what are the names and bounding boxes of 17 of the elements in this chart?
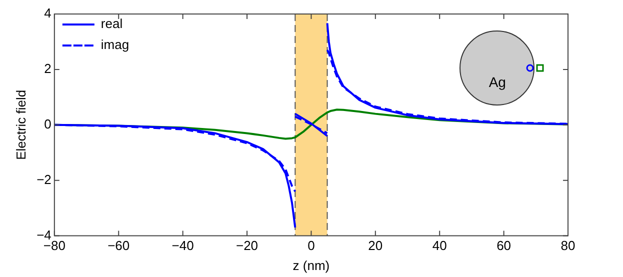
legend-label: real: [100, 16, 123, 32]
x-tick-label: −20: [236, 238, 258, 254]
x-tick-label: 20: [368, 238, 383, 254]
x-tick-label: 0: [308, 238, 315, 254]
x-axis-title: z (nm): [292, 258, 330, 273]
y-axis-title: Electric field: [13, 90, 28, 160]
x-tick-label: 60: [496, 238, 512, 254]
x-tick-label: 80: [560, 238, 576, 254]
y-tick-label: 0: [44, 116, 52, 132]
y-tick-label: 4: [44, 6, 52, 21]
x-tick-label: −60: [108, 238, 130, 254]
x-tick-label: 40: [432, 238, 447, 254]
y-tick-label: −2: [36, 172, 52, 187]
legend-label: imag: [100, 37, 130, 52]
x-tick-label: −40: [172, 238, 194, 254]
y-tick-label: 2: [44, 61, 52, 76]
annotation: Ag: [488, 74, 506, 90]
